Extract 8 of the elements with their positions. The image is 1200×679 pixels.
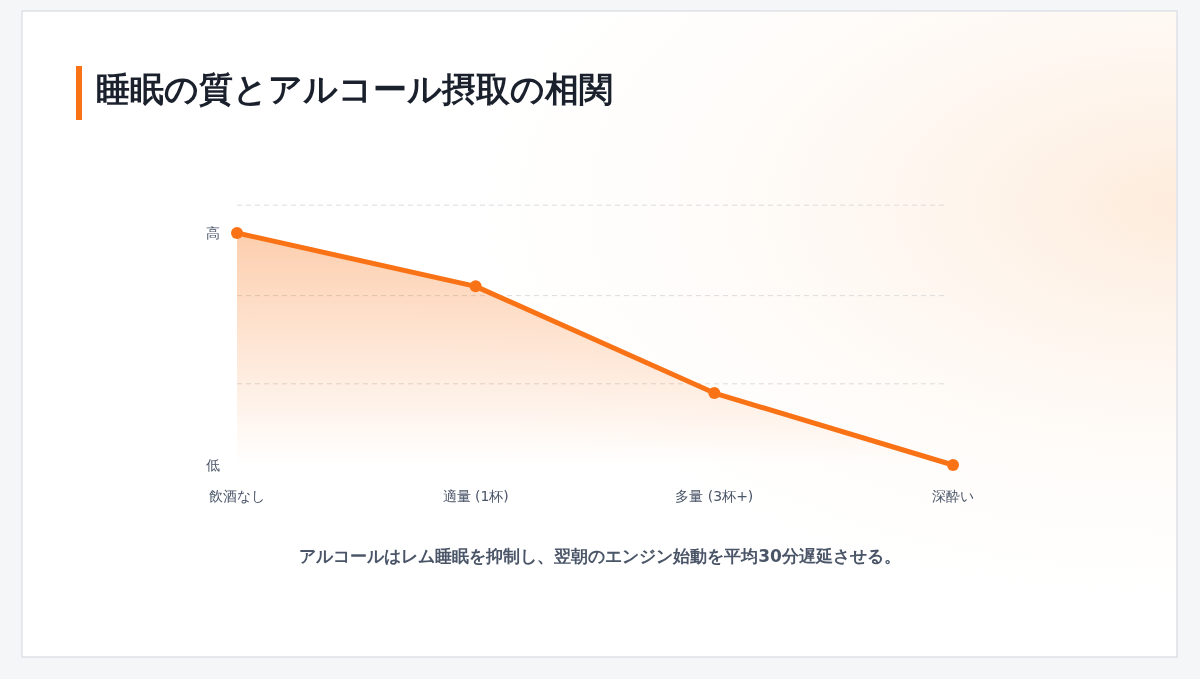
x-tick-label: 飲酒なし <box>209 488 265 504</box>
text: 低 <box>206 457 220 473</box>
x-tick-label: 深酔い <box>932 488 974 504</box>
x-tick-label: 多量 (3杯+) <box>675 488 754 504</box>
text: アルコールはレム睡眠を抑制し、翌朝のエンジン始動を平均30分遅延させる。 <box>299 546 901 566</box>
text: 高 <box>206 225 220 241</box>
x-tick-label: 適量 (1杯) <box>442 488 509 504</box>
chart-title: 睡眠の質とアルコール摂取の相関 <box>96 69 613 109</box>
